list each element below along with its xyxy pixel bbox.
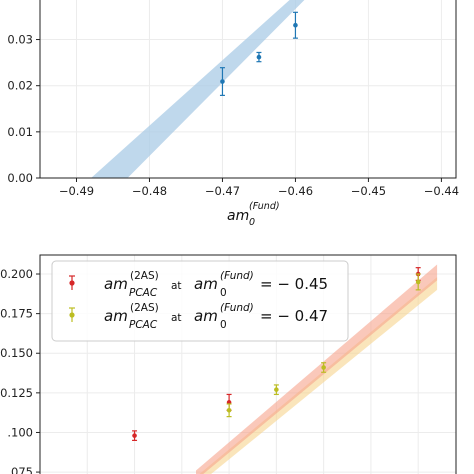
top-plot-frame [39,0,457,179]
bottom-y-tick-label: 0.200 [0,267,33,281]
top-y-tick-label: 0.03 [7,33,33,47]
legend-1-sup: (2AS) [130,270,159,282]
legend-2-eq: = − 0.47 [260,307,328,325]
legend-1-eq: = − 0.45 [260,275,328,293]
top-x-tick-label: −0.44 [424,184,459,198]
bottom-data-point [132,433,137,438]
bottom-data-points [132,267,421,441]
bottom-plot-frame [39,254,457,474]
bottom-y-ticks: .075 .100 0.125 0.150 0.175 0.200 [0,267,40,474]
top-y-ticks: 0.00 0.01 0.02 0.03 [7,33,40,185]
bottom-y-tick-label: 0.125 [0,386,33,400]
legend-1-sup2: (Fund) [220,270,254,282]
legend-2-sub: PCAC [129,319,158,331]
legend-entry-2: am (2AS) PCAC at am (Fund) 0 = − 0.47 [69,302,328,331]
legend-marker-point [69,312,75,318]
legend-1-am: am [104,275,128,293]
bottom-y-tick-label: 0.150 [0,346,33,360]
legend-1-am2: am [194,275,218,293]
legend-2-sup2: (Fund) [220,302,254,314]
legend-1-sub2: 0 [220,287,227,299]
top-data-point [220,79,225,84]
top-data-points [219,11,298,96]
bottom-chart: .075 .100 0.125 0.150 0.175 0.200 am (2AS) PC… [0,254,457,474]
bottom-data-point [226,407,232,413]
legend-2-sub2: 0 [220,319,227,331]
legend-entry-1: am (2AS) PCAC at am (Fund) 0 = − 0.45 [69,270,328,299]
legend-box [51,260,349,342]
bottom-data-point [274,387,279,392]
top-x-tick-label: −0.48 [132,184,167,198]
top-x-tick-label: −0.47 [205,184,240,198]
bottom-y-tick-label: .100 [7,425,33,439]
x-label-sub: 0 [249,217,255,228]
top-x-ticks: −0.49 −0.48 −0.47 −0.46 −0.45 −0.44 [59,178,459,198]
bottom-data-point [321,365,326,370]
top-x-tick-label: −0.46 [278,184,313,198]
legend-2-at: at [171,312,182,324]
legend: am (2AS) PCAC at am (Fund) 0 = − 0.45 am… [51,260,349,342]
bottom-y-tick-label: 0.175 [0,307,33,321]
legend-2-am: am [104,307,128,325]
top-x-axis-label: am (Fund) 0 [227,201,280,228]
bottom-data-point [415,279,421,285]
bottom-fit-band-red [196,264,438,474]
top-data-point [293,22,298,28]
top-data-point [256,54,262,60]
top-x-tick-label: −0.49 [59,184,94,198]
top-grid [40,0,456,179]
x-label-sup: (Fund) [249,201,280,212]
top-fit-band [91,0,305,178]
legend-1-sub: PCAC [129,287,158,299]
bottom-y-tick-label: .075 [7,465,33,474]
legend-1-at: at [171,280,182,292]
top-x-tick-label: −0.45 [351,184,386,198]
legend-marker-point [69,280,75,286]
top-y-tick-label: 0.02 [7,79,33,93]
top-y-tick-label: 0.00 [7,171,33,185]
legend-2-am2: am [194,307,218,325]
top-y-tick-label: 0.01 [7,125,33,139]
legend-2-sup: (2AS) [130,302,159,314]
x-label-main: am [227,208,249,224]
top-chart: −0.49 −0.48 −0.47 −0.46 −0.45 −0.44 0.000.010… [7,0,459,228]
